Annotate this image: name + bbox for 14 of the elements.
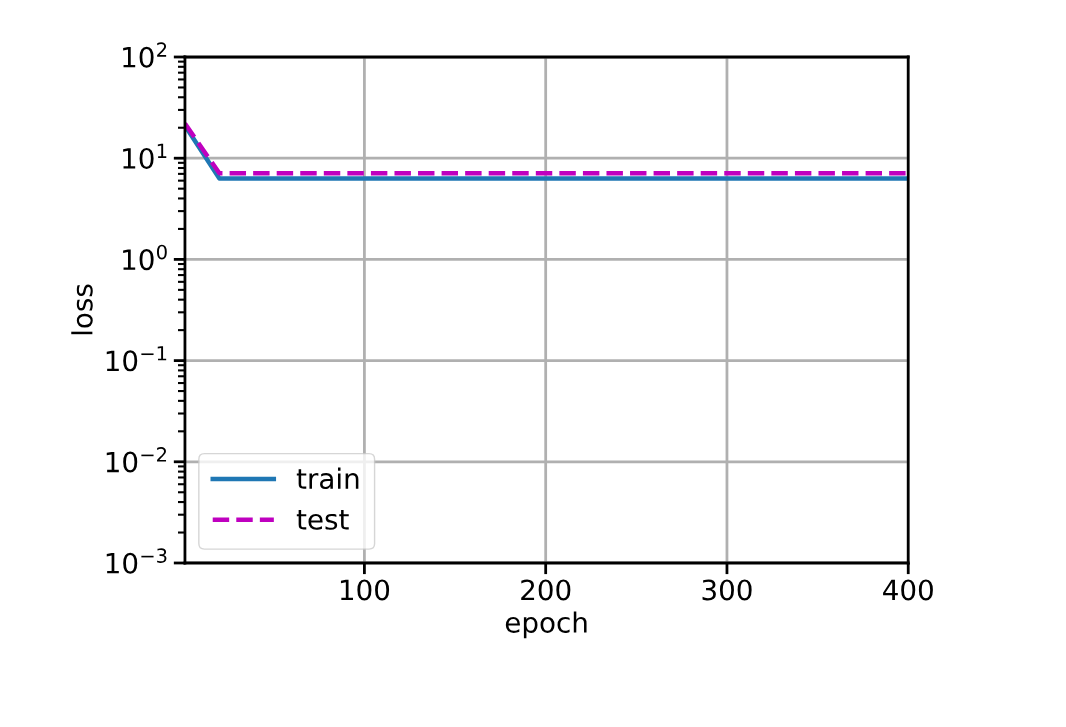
legend-label: train	[296, 467, 359, 490]
y-tick-label: 10$^{−1}$	[106, 346, 167, 372]
legend-label: test	[296, 509, 349, 530]
x-tick-label: 100	[340, 579, 390, 601]
x-axis-title: epoch	[505, 611, 587, 639]
y-tick-label: 10$^{0}$	[123, 244, 167, 271]
y-tick-label: 10$^{1}$	[123, 143, 167, 169]
y-tick-label: 10$^{−2}$	[106, 447, 167, 473]
x-tick-label: 200	[521, 579, 571, 601]
y-tick-label: 10$^{−3}$	[106, 548, 167, 574]
x-tick-label: 300	[702, 579, 752, 601]
x-tick-label: 400	[883, 579, 933, 601]
y-axis-title: loss	[71, 284, 93, 335]
y-tick-label: 10$^{2}$	[123, 42, 167, 68]
